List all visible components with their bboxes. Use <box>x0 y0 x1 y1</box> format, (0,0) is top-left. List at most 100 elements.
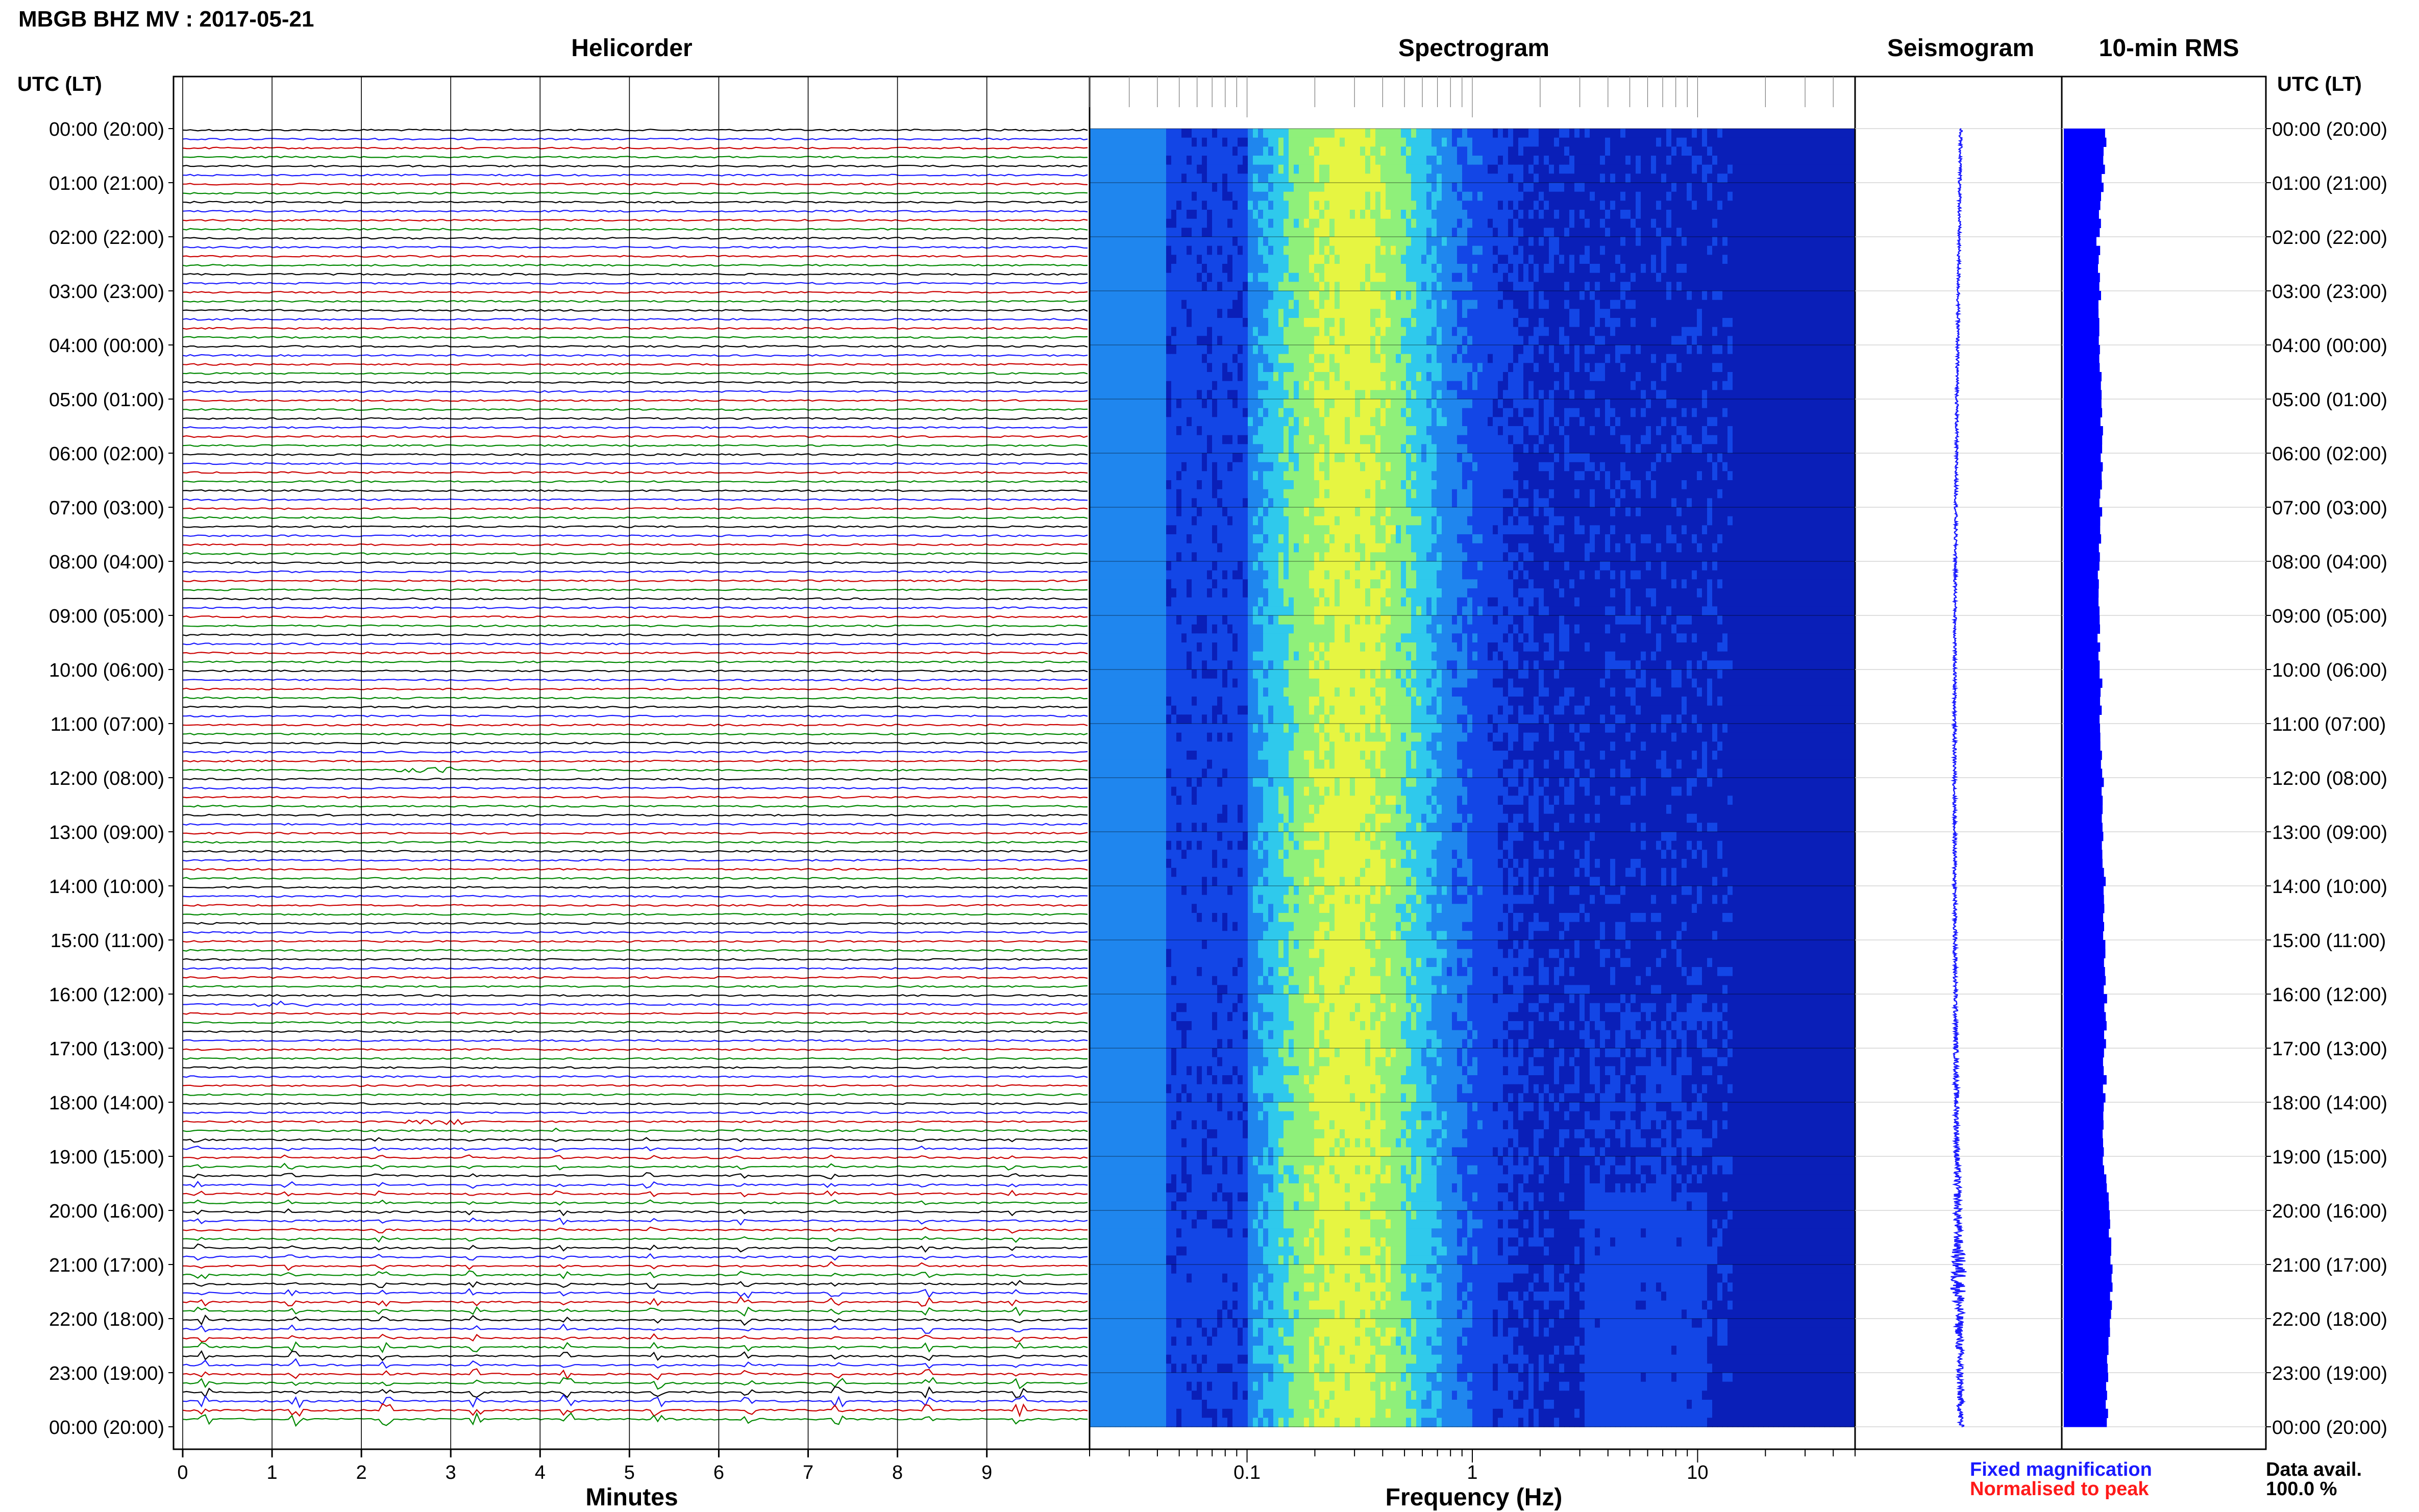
spectrogram-cell <box>1697 336 1702 345</box>
spectrogram-cell <box>1105 408 1110 418</box>
spectrogram-cell <box>1365 282 1371 291</box>
spectrogram-cell <box>1141 309 1146 318</box>
spectrogram-cell <box>1431 300 1437 310</box>
spectrogram-cell <box>1789 381 1794 391</box>
spectrogram-cell <box>1666 264 1672 274</box>
spectrogram-cell <box>1646 245 1651 256</box>
spectrogram-cell <box>1090 272 1095 283</box>
spectrogram-cell <box>1401 210 1406 219</box>
spectrogram-cell <box>1646 173 1651 183</box>
spectrogram-cell <box>1421 173 1427 183</box>
spectrogram-cell <box>1569 381 1575 391</box>
spectrogram-cell <box>1253 129 1258 138</box>
spectrogram-cell <box>1564 390 1570 400</box>
spectrogram-cell <box>1243 318 1248 328</box>
spectrogram-cell <box>1722 282 1728 291</box>
spectrogram-cell <box>1457 345 1463 355</box>
spectrogram-cell <box>1549 408 1554 418</box>
spectrogram-cell <box>1156 210 1162 219</box>
spectrogram-cell <box>1610 255 1616 264</box>
spectrogram-cell <box>1421 164 1427 175</box>
spectrogram-cell <box>1702 345 1708 355</box>
spectrogram-cell <box>1416 282 1422 291</box>
spectrogram-cell <box>1763 173 1769 183</box>
spectrogram-cell <box>1493 408 1498 418</box>
spectrogram-cell <box>1620 345 1626 355</box>
spectrogram-cell <box>1156 381 1162 391</box>
spectrogram-cell <box>1600 146 1606 156</box>
spectrogram-cell <box>1753 146 1759 156</box>
spectrogram-cell <box>1141 300 1146 310</box>
spectrogram-cell <box>1835 228 1840 237</box>
spectrogram-cell <box>1350 245 1355 256</box>
spectrogram-cell <box>1574 210 1580 219</box>
spectrogram-cell <box>1564 300 1570 310</box>
spectrogram-cell <box>1263 336 1269 345</box>
spectrogram-cell <box>1595 156 1600 165</box>
spectrogram-cell <box>1809 381 1815 391</box>
spectrogram-cell <box>1386 218 1391 229</box>
spectrogram-cell <box>1258 345 1264 355</box>
spectrogram-cell <box>1227 245 1233 256</box>
spectrogram-cell <box>1090 327 1095 337</box>
spectrogram-cell <box>1431 218 1437 229</box>
spectrogram-cell <box>1380 309 1386 318</box>
spectrogram-cell <box>1416 381 1422 391</box>
spectrogram-cell <box>1727 183 1733 192</box>
spectrogram-cell <box>1671 291 1677 301</box>
spectrogram-cell <box>1248 363 1253 373</box>
spectrogram-cell <box>1779 399 1784 409</box>
spectrogram-cell <box>1396 300 1401 310</box>
spectrogram-cell <box>1651 381 1657 391</box>
spectrogram-cell <box>1850 237 1856 246</box>
spectrogram-cell <box>1350 255 1355 264</box>
spectrogram-cell <box>1176 218 1182 229</box>
spectrogram-cell <box>1386 318 1391 328</box>
helicorder-trace <box>182 372 1088 375</box>
spectrogram-cell <box>1814 390 1820 400</box>
spectrogram-cell <box>1835 146 1840 156</box>
spectrogram-cell <box>1748 245 1754 256</box>
spectrogram-cell <box>1641 327 1646 337</box>
spectrogram-cell <box>1110 272 1116 283</box>
spectrogram-cell <box>1564 372 1570 382</box>
spectrogram-cell <box>1697 228 1702 237</box>
spectrogram-cell <box>1100 183 1105 192</box>
spectrogram-cell <box>1360 228 1366 237</box>
helicorder-trace <box>182 417 1088 420</box>
spectrogram-cell <box>1819 201 1825 210</box>
spectrogram-cell <box>1727 272 1733 283</box>
spectrogram-cell <box>1850 282 1856 291</box>
spectrogram-cell <box>1523 381 1529 391</box>
spectrogram-cell <box>1452 129 1458 138</box>
spectrogram-cell <box>1503 282 1509 291</box>
spectrogram-cell <box>1513 191 1519 202</box>
spectrogram-cell <box>1768 354 1774 364</box>
spectrogram-cell <box>1115 363 1121 373</box>
spectrogram-cell <box>1110 164 1116 175</box>
spectrogram-cell <box>1411 129 1417 138</box>
spectrogram-cell <box>1549 164 1554 175</box>
spectrogram-cell <box>1192 354 1197 364</box>
spectrogram-cell <box>1727 218 1733 229</box>
spectrogram-cell <box>1544 264 1549 274</box>
spectrogram-cell <box>1835 237 1840 246</box>
spectrogram-cell <box>1656 137 1662 147</box>
spectrogram-cell <box>1232 228 1238 237</box>
spectrogram-cell <box>1207 291 1213 301</box>
spectrogram-cell <box>1528 255 1534 264</box>
spectrogram-cell <box>1717 300 1723 310</box>
spectrogram-cell <box>1850 345 1856 355</box>
spectrogram-cell <box>1314 399 1320 409</box>
spectrogram-cell <box>1130 300 1136 310</box>
spectrogram-cell <box>1840 156 1845 165</box>
spectrogram-cell <box>1187 372 1192 382</box>
spectrogram-cell <box>1447 210 1452 219</box>
spectrogram-cell <box>1779 363 1784 373</box>
spectrogram-cell <box>1549 228 1554 237</box>
spectrogram-cell <box>1809 372 1815 382</box>
spectrogram-cell <box>1421 318 1427 328</box>
spectrogram-cell <box>1090 417 1095 427</box>
spectrogram-cell <box>1727 291 1733 301</box>
spectrogram-cell <box>1794 291 1799 301</box>
